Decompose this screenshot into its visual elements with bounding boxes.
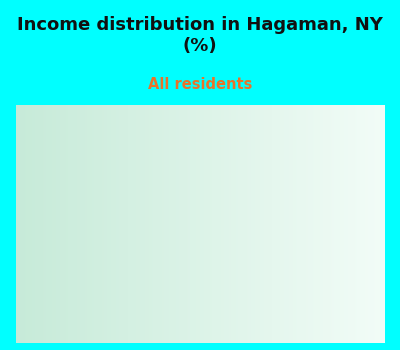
Text: Income distribution in Hagaman, NY
(%): Income distribution in Hagaman, NY (%) [17,16,383,55]
Wedge shape [200,228,231,288]
Text: $100k: $100k [253,191,355,220]
Text: $40k: $40k [220,276,297,321]
Text: $50k: $50k [243,245,344,258]
Text: $125k: $125k [194,280,236,343]
Text: $150k: $150k [110,111,186,177]
Wedge shape [147,174,200,228]
Wedge shape [172,228,211,289]
Text: $75k: $75k [68,237,148,298]
Wedge shape [147,228,200,282]
Wedge shape [140,198,200,228]
Wedge shape [171,167,200,228]
Text: $20k: $20k [58,178,162,192]
Text: City-Data.com: City-Data.com [228,106,292,115]
Wedge shape [200,169,247,228]
Wedge shape [200,167,217,228]
Wedge shape [200,228,255,273]
Text: $30k: $30k [142,267,171,337]
Text: $200k: $200k [232,269,339,285]
Text: $10k: $10k [51,211,150,241]
Wedge shape [200,228,240,280]
Text: > $200k: > $200k [208,107,256,175]
Text: All residents: All residents [148,77,252,92]
Wedge shape [200,189,261,253]
Wedge shape [139,214,200,259]
Text: $60k: $60k [230,135,312,184]
